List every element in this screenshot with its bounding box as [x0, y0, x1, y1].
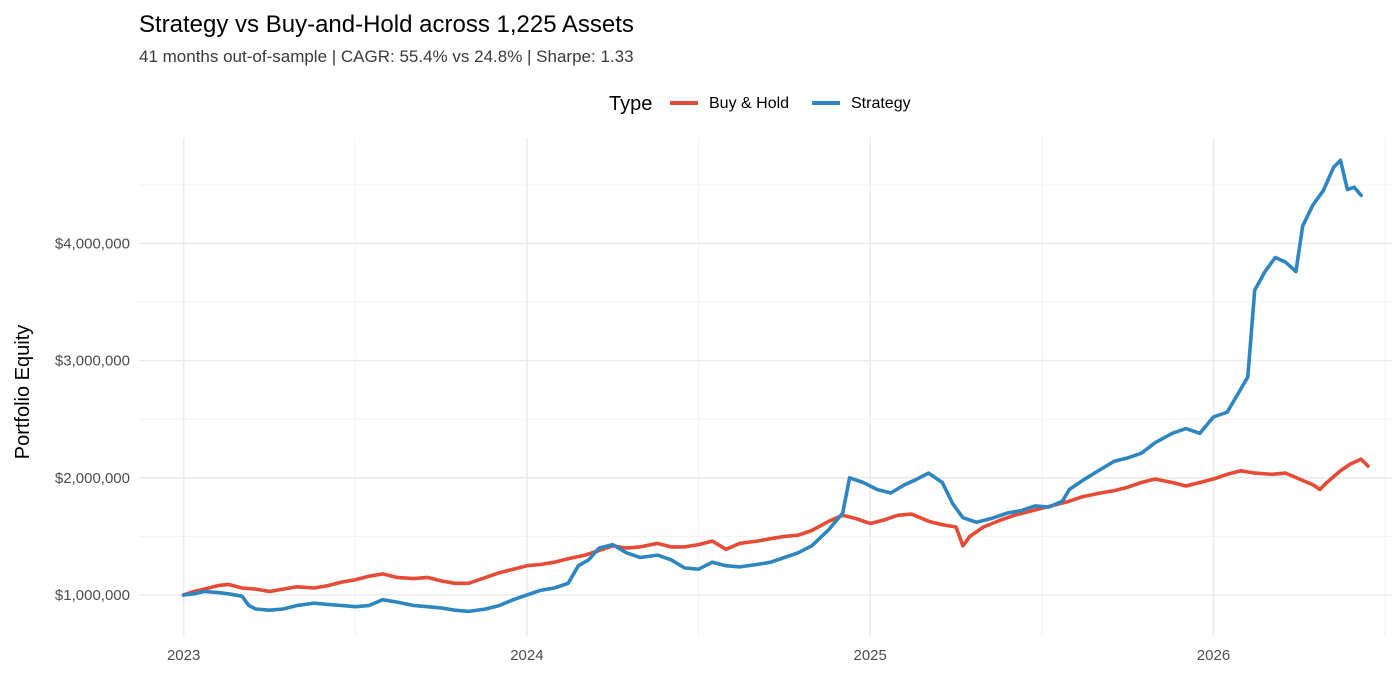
series-line-buy-hold: [181, 457, 1370, 597]
x-axis: 2023 2024 2025 2026: [167, 647, 1230, 664]
y-tick-label: $4,000,000: [55, 235, 130, 252]
series-line-strategy: [181, 158, 1363, 614]
chart-title: Strategy vs Buy-and-Hold across 1,225 As…: [139, 11, 634, 38]
plot-series: [181, 158, 1370, 614]
legend-label-buy-and-hold: Buy & Hold: [709, 95, 789, 112]
y-tick-label: $2,000,000: [55, 470, 130, 487]
chart-subtitle: 41 months out-of-sample | CAGR: 55.4% vs…: [139, 47, 634, 66]
legend-label-strategy: Strategy: [851, 95, 911, 112]
plot-grid: [139, 138, 1392, 636]
x-tick-label: 2023: [167, 647, 200, 664]
legend: Type Buy & Hold Strategy: [609, 93, 911, 115]
x-tick-label: 2024: [510, 647, 543, 664]
x-tick-label: 2025: [854, 647, 887, 664]
x-tick-label: 2026: [1197, 647, 1230, 664]
y-tick-label: $1,000,000: [55, 587, 130, 604]
legend-title: Type: [609, 93, 652, 115]
y-axis: $1,000,000 $2,000,000 $3,000,000 $4,000,000: [55, 235, 130, 604]
y-axis-title: Portfolio Equity: [12, 325, 34, 460]
y-tick-label: $3,000,000: [55, 353, 130, 370]
